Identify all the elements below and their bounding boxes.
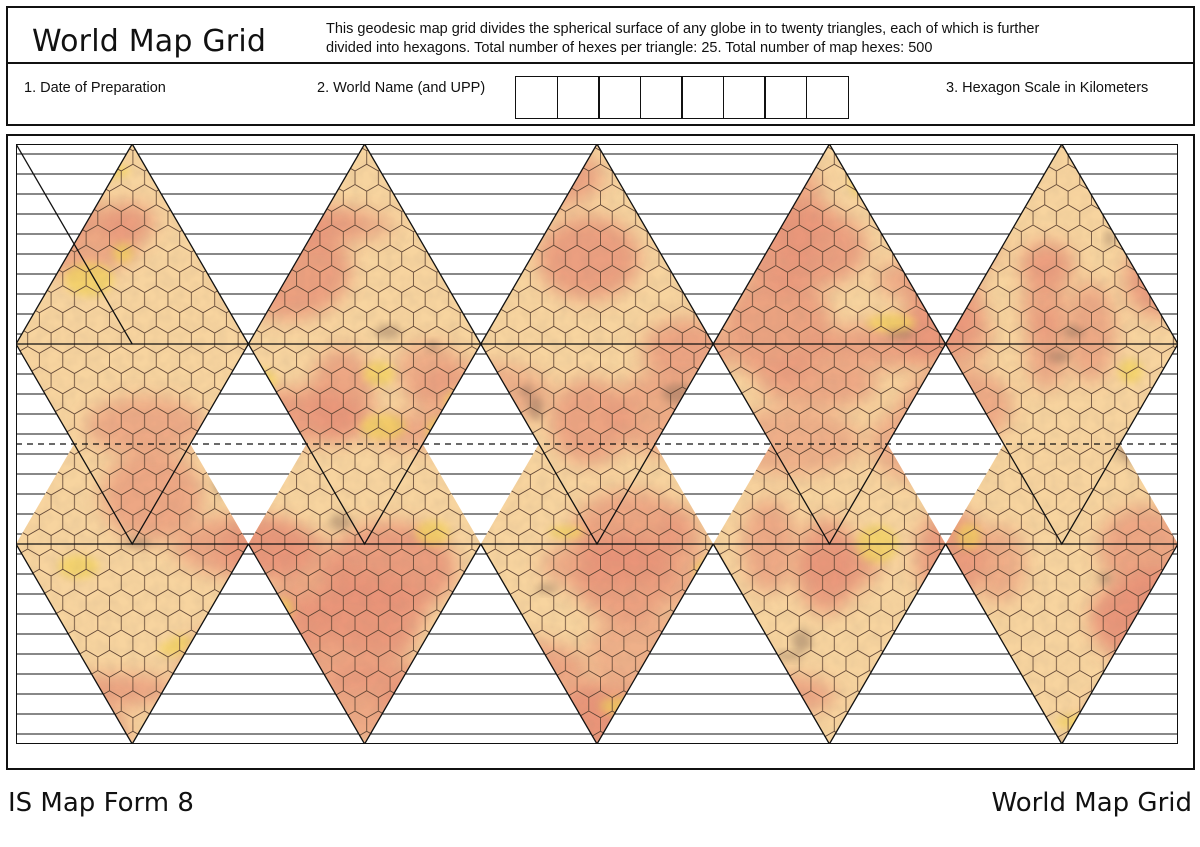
upp-box[interactable] [681,76,724,119]
hexagon-scale-label: 3. Hexagon Scale in Kilometers [946,80,1149,96]
upp-box[interactable] [805,76,849,119]
upp-box[interactable] [764,76,807,119]
upp-box[interactable] [556,76,600,119]
description-line-2: divided into hexagons. Total number of h… [326,40,933,56]
icosahedral-world-map [16,144,1178,744]
map-border [16,144,1178,744]
form-number: IS Map Form 8 [8,788,194,818]
form-title: World Map Grid [32,24,267,59]
form-description: This geodesic map grid divides the spher… [326,20,1186,58]
footer-title: World Map Grid [991,788,1192,818]
description-line-1: This geodesic map grid divides the spher… [326,21,1040,37]
date-of-preparation-label: 1. Date of Preparation [24,80,166,96]
world-name-label: 2. World Name (and UPP) [317,80,486,96]
band-lines [16,343,1178,545]
upp-box[interactable] [722,76,766,119]
header-box: World Map Grid This geodesic map grid di… [6,6,1195,64]
upp-box[interactable] [598,76,641,119]
map-frame [6,134,1195,770]
upp-box[interactable] [515,76,558,119]
upp-entry-boxes[interactable] [515,76,849,119]
fields-box: 1. Date of Preparation 2. World Name (an… [6,62,1195,126]
upp-box[interactable] [639,76,683,119]
